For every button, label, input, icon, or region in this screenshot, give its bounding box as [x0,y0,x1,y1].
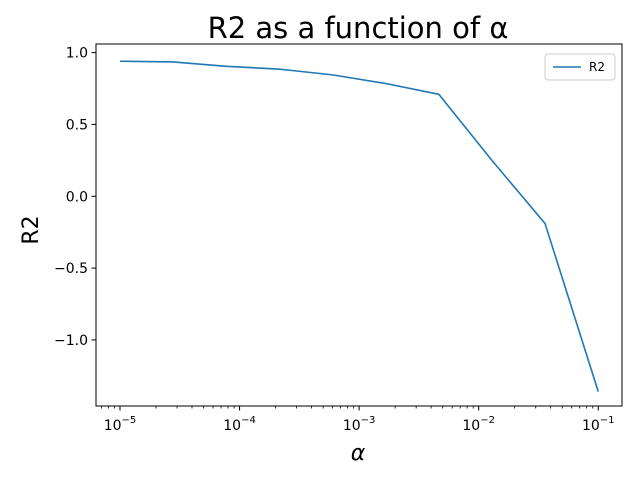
plot-area: 1.0 0.5 0.0 −0.5 −1.0 10−5 10−4 10−3 10−2 10−1 R2 [54,43,623,434]
x-axis-label: α [351,441,366,466]
x-tick-label: 10−4 [223,415,256,434]
legend: R2 [544,53,616,81]
x-tick-label: 10−3 [343,415,376,434]
y-axis-label: R2 [19,215,44,244]
y-tick-label: −0.5 [54,261,88,277]
y-tick-label: 0.0 [66,189,88,205]
x-tick-label: 10−1 [582,415,615,434]
y-tick-label: 1.0 [66,46,88,62]
chart-title: R2 as a function of α [208,11,509,45]
legend-label: R2 [589,60,605,74]
x-tick-label: 10−2 [462,415,495,434]
y-tick-label: 0.5 [66,117,88,133]
x-tick-label: 10−5 [104,415,137,434]
y-tick-label: −1.0 [54,333,88,349]
series-line-r2 [119,60,600,392]
